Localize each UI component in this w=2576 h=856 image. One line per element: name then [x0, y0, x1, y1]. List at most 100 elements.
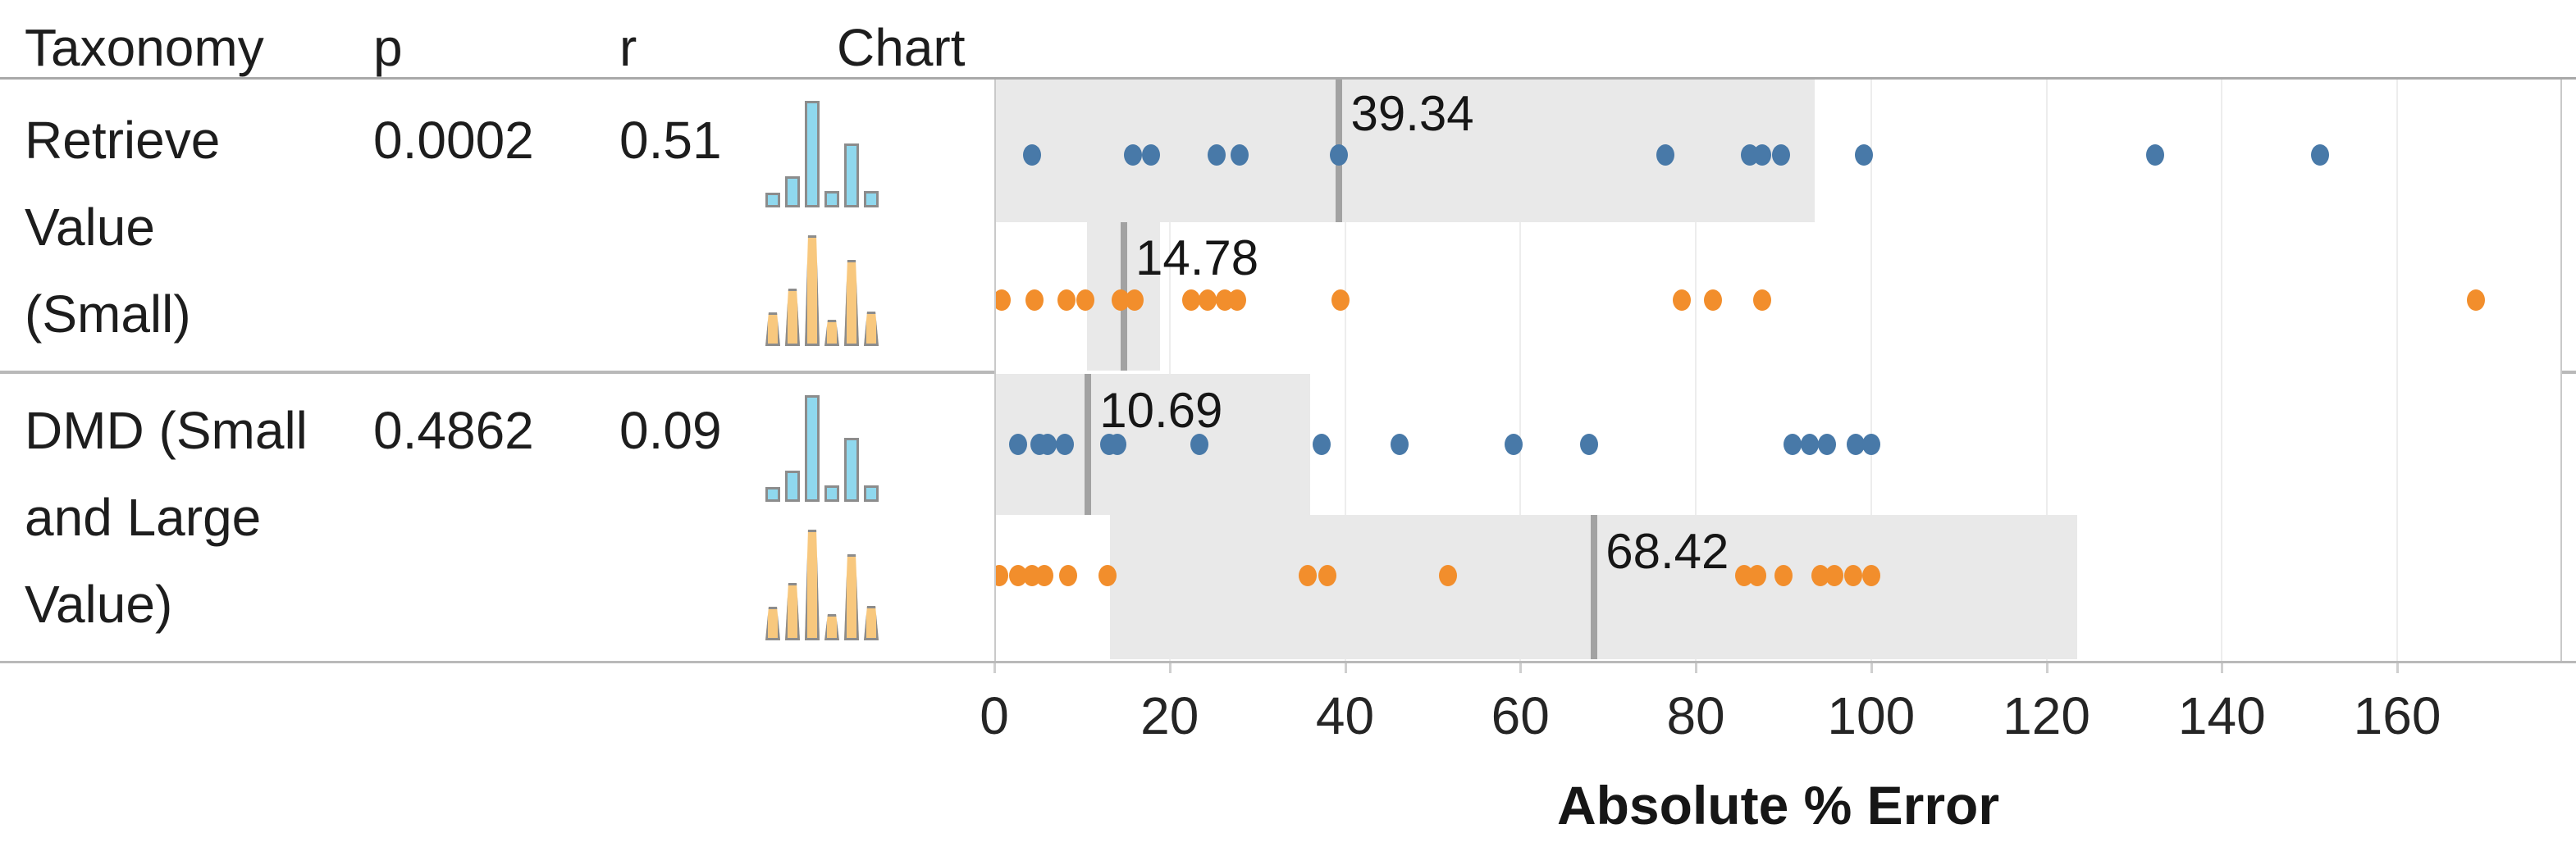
- axis-tick: [1344, 663, 1347, 673]
- data-dot-blue: [1579, 434, 1598, 455]
- gridline: [1344, 80, 1346, 661]
- plot-left-border: [994, 80, 996, 661]
- taxonomy-line: Retrieve: [25, 111, 221, 170]
- data-dot-blue: [1783, 434, 1802, 455]
- data-dot-blue: [1008, 434, 1027, 455]
- histogram-bar: [824, 614, 839, 640]
- taxonomy-cell-row2: DMD (Small and Large Value): [25, 387, 308, 648]
- data-dot-blue: [1504, 434, 1523, 455]
- histogram-bar: [844, 143, 859, 207]
- gridline: [1870, 80, 1872, 661]
- data-dot-orange: [1035, 565, 1053, 586]
- axis-tick-label: 40: [1315, 686, 1375, 745]
- axis-tick: [1168, 663, 1172, 673]
- data-dot-blue: [1855, 144, 1874, 166]
- data-dot-blue: [1753, 144, 1772, 166]
- mean-line-orange-row2: [1591, 515, 1598, 659]
- data-dot-orange: [1228, 289, 1247, 311]
- data-dot-blue: [1771, 144, 1790, 166]
- gridline: [2045, 80, 2048, 661]
- histogram-bar: [864, 606, 879, 640]
- data-dot-orange: [1318, 565, 1337, 586]
- histogram-bar: [824, 485, 839, 502]
- data-dot-orange: [1774, 565, 1793, 586]
- axis-tick-label: 60: [1491, 686, 1550, 745]
- gridline: [1519, 80, 1522, 661]
- data-dot-orange: [1672, 289, 1691, 311]
- histogram-bar: [864, 191, 879, 207]
- histogram-bar: [844, 554, 859, 640]
- data-dot-orange: [1861, 565, 1880, 586]
- data-dot-orange: [2467, 289, 2486, 311]
- data-dot-orange: [1111, 289, 1130, 311]
- r-value-row2: 0.09: [619, 401, 722, 460]
- data-dot-orange: [1844, 565, 1863, 586]
- taxonomy-line: Value): [25, 575, 173, 634]
- axis-tick-label: 80: [1666, 686, 1725, 745]
- histogram-bar: [805, 530, 820, 640]
- histogram-bar: [844, 260, 859, 346]
- axis-tick-label: 20: [1140, 686, 1199, 745]
- data-dot-blue: [1846, 434, 1865, 455]
- data-dot-blue: [1312, 434, 1331, 455]
- axis-tick-label: 0: [980, 686, 1009, 745]
- plot-right-border: [2560, 80, 2562, 661]
- mini-histogram-blue-row2: [765, 395, 879, 502]
- mini-histogram-orange-row1: [765, 235, 879, 346]
- data-dot-orange: [1331, 289, 1350, 311]
- mean-value-label: 10.69: [1099, 383, 1223, 438]
- histogram-bar: [785, 289, 800, 346]
- taxonomy-line: DMD (Small: [25, 401, 308, 460]
- data-dot-blue: [1231, 144, 1249, 166]
- data-dot-orange: [1008, 565, 1027, 586]
- data-dot-blue: [2146, 144, 2165, 166]
- data-dot-blue: [1142, 144, 1161, 166]
- data-dot-orange: [1298, 565, 1317, 586]
- axis-tick: [2221, 663, 2224, 673]
- axis-tick: [1870, 663, 1873, 673]
- data-dot-orange: [1811, 565, 1829, 586]
- taxonomy-line: and Large: [25, 488, 262, 547]
- histogram-bar: [785, 471, 800, 502]
- axis-tick: [1695, 663, 1698, 673]
- mean-value-label: 68.42: [1605, 524, 1729, 579]
- data-dot-blue: [2311, 144, 2329, 166]
- mean-value-label: 39.34: [1350, 86, 1474, 141]
- data-dot-blue: [1390, 434, 1409, 455]
- axis-tick-label: 120: [2003, 686, 2090, 745]
- histogram-bar: [844, 438, 859, 502]
- histogram-bar: [864, 312, 879, 346]
- data-dot-blue: [1123, 144, 1142, 166]
- histogram-bar: [864, 485, 879, 502]
- data-dot-orange: [1126, 289, 1144, 311]
- data-dot-orange: [1025, 289, 1044, 311]
- data-dot-orange: [1198, 289, 1217, 311]
- column-header-chart: Chart: [837, 18, 966, 77]
- data-dot-orange: [1057, 289, 1076, 311]
- axis-tick-label: 140: [2177, 686, 2266, 745]
- data-dot-orange: [994, 565, 1009, 586]
- gridline: [1695, 80, 1697, 661]
- mini-histogram-blue-row1: [765, 101, 879, 207]
- taxonomy-line: Value: [25, 198, 155, 257]
- header-divider: [0, 77, 2576, 80]
- data-dot-orange: [994, 289, 1011, 311]
- histogram-bar: [824, 191, 839, 207]
- taxonomy-cell-row1: Retrieve Value (Small): [25, 97, 220, 357]
- histogram-bar: [805, 235, 820, 346]
- histogram-bar: [765, 193, 780, 207]
- axis-tick-label: 100: [1827, 686, 1916, 745]
- data-dot-blue: [1818, 434, 1837, 455]
- taxonomy-line: (Small): [25, 285, 191, 344]
- data-dot-orange: [1182, 289, 1201, 311]
- data-dot-blue: [1039, 434, 1057, 455]
- data-dot-blue: [1208, 144, 1226, 166]
- axis-tick: [993, 663, 996, 673]
- data-dot-blue: [1055, 434, 1074, 455]
- p-value-row2: 0.4862: [373, 401, 534, 460]
- data-dot-orange: [1438, 565, 1457, 586]
- histogram-bar: [805, 395, 820, 502]
- gridline: [1168, 80, 1171, 661]
- axis-tick: [2396, 663, 2400, 673]
